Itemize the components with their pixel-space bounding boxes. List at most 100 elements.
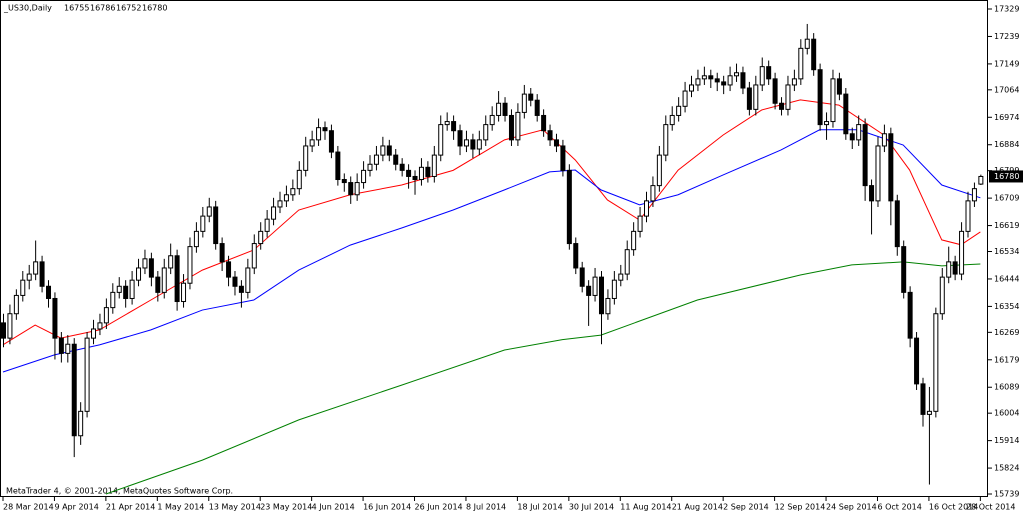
candle-body	[830, 78, 836, 123]
candle-body	[695, 78, 701, 86]
candle-body	[20, 279, 26, 296]
candle-body	[181, 282, 187, 303]
candle-body	[901, 246, 907, 293]
x-tick-label: 28 Mar 2014	[3, 503, 54, 512]
candle-body	[296, 169, 302, 190]
candle-body	[463, 139, 469, 147]
plot-frame	[0, 0, 988, 497]
x-tick-label: 1 May 2014	[157, 503, 204, 512]
candle-body	[753, 84, 759, 110]
candle-body	[399, 163, 405, 171]
candle-body	[354, 182, 360, 196]
candle-body	[566, 169, 572, 245]
candle-body	[611, 279, 617, 299]
x-tick-label: 23 May 2014	[260, 503, 312, 512]
candle-body	[328, 130, 334, 153]
y-tick-label: 15914	[994, 436, 1019, 445]
candle-body	[26, 273, 32, 281]
candle-body	[862, 124, 868, 187]
candle-body	[541, 114, 547, 132]
candle-body	[65, 343, 71, 354]
candle-body	[598, 276, 604, 315]
candle-body	[573, 243, 579, 269]
x-tick-label: 12 Sep 2014	[775, 503, 826, 512]
x-tick-label: 18 Jul 2014	[517, 503, 562, 512]
candle-body	[650, 185, 656, 202]
candle-body	[193, 230, 199, 248]
candle-body	[52, 297, 58, 339]
candle-body	[689, 84, 695, 92]
candle-body	[624, 249, 630, 275]
candle-body	[187, 246, 193, 284]
candle-body	[367, 163, 373, 171]
candle-body	[431, 154, 437, 177]
candle-body	[361, 169, 367, 184]
x-tick-label: 26 Jun 2014	[415, 503, 463, 512]
moving-average	[2, 99, 981, 346]
candle-body	[148, 258, 154, 278]
x-tick-label: 24 Sep 2014	[826, 503, 877, 512]
candle-body	[971, 188, 977, 202]
candle-body	[952, 261, 958, 275]
y-tick-label: 17329	[994, 5, 1019, 14]
candle-body	[373, 154, 379, 165]
candle-body	[213, 206, 219, 245]
candle-body	[91, 328, 97, 339]
candle-body	[97, 322, 103, 330]
candle-body	[303, 145, 309, 171]
candle-body	[618, 273, 624, 281]
candle-body	[682, 90, 688, 107]
candle-body	[644, 200, 649, 217]
candle-body	[978, 175, 984, 185]
candle-body	[521, 93, 527, 113]
candle-body	[457, 130, 463, 147]
candle-body	[811, 38, 817, 71]
x-tick-label: 16 Oct 2014	[929, 503, 978, 512]
candle-body	[103, 307, 109, 324]
candle-body	[123, 285, 129, 299]
candle-body	[933, 313, 939, 412]
candle-body	[959, 230, 965, 275]
y-tick-label: 16354	[994, 302, 1019, 311]
y-tick-label: 16709	[994, 194, 1019, 203]
x-tick-label: 21 Apr 2014	[106, 503, 155, 512]
copyright: MetaTrader 4, © 2001-2014, MetaQuotes So…	[6, 487, 233, 496]
y-tick-label: 15739	[994, 490, 1019, 499]
candle-body	[142, 258, 148, 269]
candle-body	[508, 114, 514, 141]
candle-body	[785, 84, 791, 110]
candle-body	[444, 121, 450, 126]
y-tick-label: 17149	[994, 59, 1019, 68]
candle-body	[129, 279, 135, 299]
x-tick-label: 16 Jun 2014	[363, 503, 411, 512]
candle-body	[335, 151, 341, 181]
candle-body	[637, 215, 643, 232]
candle-body	[914, 337, 920, 385]
y-tick-label: 16619	[994, 221, 1019, 230]
candle-body	[110, 291, 116, 309]
candle-body	[386, 145, 392, 156]
candle-body	[714, 78, 720, 83]
candle-body	[251, 243, 257, 269]
candle-body	[721, 81, 727, 86]
candle-body	[734, 72, 740, 77]
chart-title: _US30,Daily	[3, 4, 52, 13]
candle-body	[470, 139, 476, 150]
candle-body	[238, 285, 244, 293]
candle-body	[727, 75, 733, 86]
x-tick-label: 21 Aug 2014	[672, 503, 723, 512]
candle-body	[605, 297, 611, 315]
candle-body	[84, 337, 90, 412]
candle-body	[406, 169, 412, 177]
candle-body	[219, 243, 225, 263]
candle-body	[341, 179, 347, 184]
candle-body	[425, 166, 431, 177]
x-tick-label: 9 Apr 2014	[54, 503, 98, 512]
candle-body	[116, 285, 122, 293]
candle-body	[290, 188, 296, 196]
candle-body	[759, 66, 765, 86]
candle-body	[779, 102, 785, 110]
candle-body	[78, 410, 84, 437]
candle-body	[200, 215, 206, 232]
